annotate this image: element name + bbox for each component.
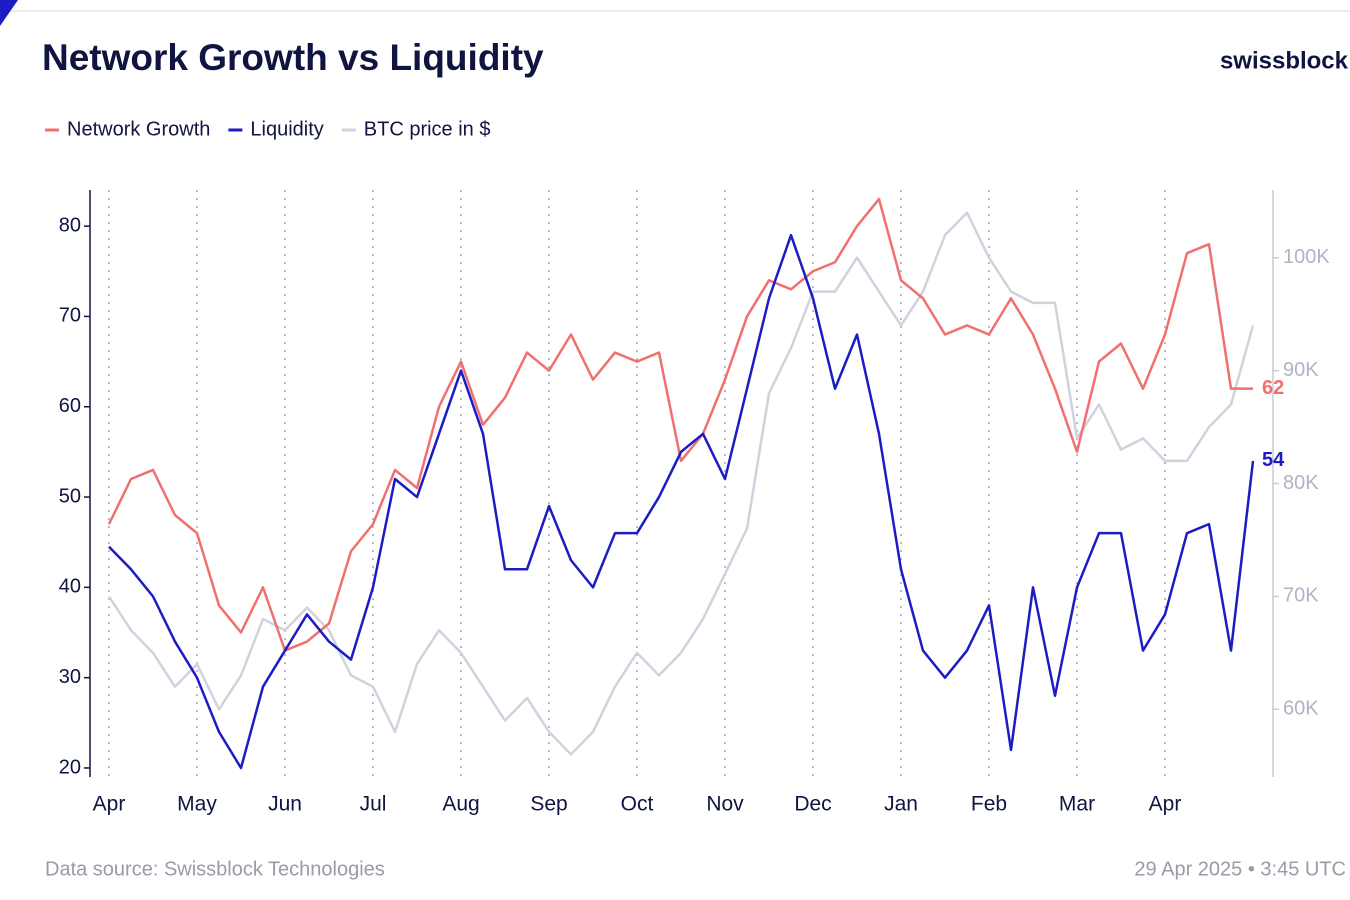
corner-mark — [0, 0, 18, 26]
x-tick-label: Oct — [621, 793, 654, 816]
legend-label: Liquidity — [250, 118, 323, 140]
series-line — [108, 233, 1255, 770]
y-tick-label: 70 — [59, 305, 81, 327]
y-tick-label: 40 — [59, 576, 81, 598]
timestamp: 29 Apr 2025 • 3:45 UTC — [1134, 858, 1346, 880]
x-tick-label: Mar — [1059, 793, 1095, 816]
x-tick-label: Dec — [794, 793, 831, 816]
y2-tick-label: 70K — [1283, 585, 1319, 607]
y2-tick-label: 90K — [1283, 359, 1319, 381]
x-tick-label: Nov — [706, 793, 744, 816]
y-tick-label: 80 — [59, 214, 81, 236]
x-tick-label: Jan — [884, 793, 918, 816]
legend-label: BTC price in $ — [364, 118, 491, 140]
end-label: 62 — [1262, 377, 1284, 399]
legend: Network Growth Liquidity BTC price in $ — [45, 118, 490, 140]
y-tick-label: 60 — [59, 395, 81, 417]
y-tick-label: 30 — [59, 666, 81, 688]
brand: swissblock — [1220, 47, 1349, 74]
source: Data source: Swissblock Technologies — [45, 858, 385, 880]
chart-title: Network Growth vs Liquidity — [42, 37, 544, 78]
y2-tick-label: 80K — [1283, 472, 1319, 494]
y2-tick-label: 60K — [1283, 698, 1319, 720]
end-label: 54 — [1262, 449, 1285, 471]
y2-tick-label: 100K — [1283, 246, 1330, 268]
x-tick-label: Jul — [360, 793, 387, 816]
x-tick-label: Apr — [93, 793, 126, 816]
x-tick-label: Feb — [971, 793, 1007, 816]
series-line — [107, 197, 1253, 652]
series-line — [107, 211, 1255, 756]
x-tick-label: Jun — [268, 793, 302, 816]
legend-label: Network Growth — [67, 118, 210, 140]
x-tick-label: Apr — [1149, 793, 1182, 816]
x-tick-label: May — [177, 793, 217, 816]
y-tick-label: 50 — [59, 485, 81, 507]
x-tick-label: Aug — [442, 793, 479, 816]
y-tick-label: 20 — [59, 756, 81, 778]
x-tick-label: Sep — [530, 793, 567, 816]
